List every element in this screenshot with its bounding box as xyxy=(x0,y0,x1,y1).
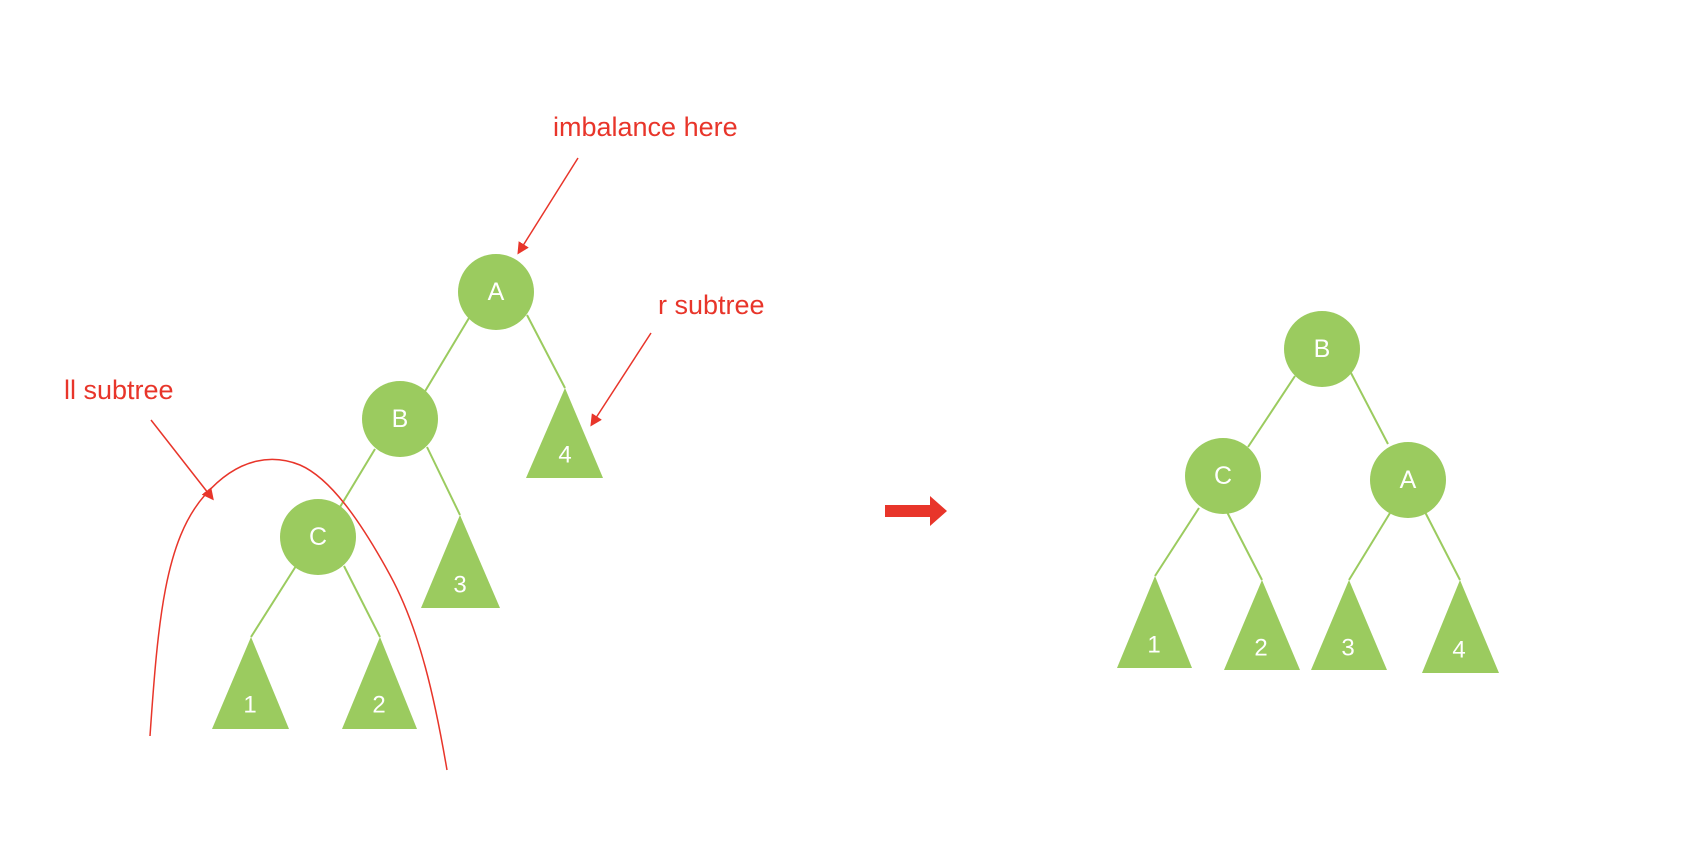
subtree-2-after-label: 2 xyxy=(1254,635,1267,662)
r-subtree-annotation: r subtree xyxy=(658,290,765,320)
r-subtree-pointer-arrow xyxy=(590,332,652,427)
edge-c-t2 xyxy=(343,565,381,638)
node-c-label: C xyxy=(309,523,327,551)
node-a-label: A xyxy=(488,278,505,306)
subtree-1: 1 xyxy=(212,637,289,729)
node-c-after: C xyxy=(1185,438,1261,514)
node-b-after-label: B xyxy=(1314,335,1331,363)
subtree-3-after-label: 3 xyxy=(1341,635,1354,662)
edge-c-t1 xyxy=(250,565,297,638)
node-b: B xyxy=(362,381,438,457)
subtree-3: 3 xyxy=(421,515,500,608)
subtree-2: 2 xyxy=(342,637,417,729)
imbalance-annotation: imbalance here xyxy=(553,112,738,142)
edge-b-t3 xyxy=(426,446,461,516)
subtree-4-after: 4 xyxy=(1422,580,1499,673)
node-a: A xyxy=(458,254,534,330)
after-tree: 1 2 3 4 B C A xyxy=(1117,311,1499,673)
subtree-1-label: 1 xyxy=(243,692,256,719)
edge-a-b xyxy=(423,317,470,394)
node-a-after: A xyxy=(1370,442,1446,518)
edge-a-t4-after xyxy=(1424,511,1461,581)
ll-subtree-enclosing-curve xyxy=(149,458,448,771)
right-arrow-icon xyxy=(885,496,947,526)
node-c-after-label: C xyxy=(1214,462,1232,490)
subtree-3-after: 3 xyxy=(1311,580,1387,670)
edge-a-t3-after xyxy=(1348,512,1391,581)
node-b-label: B xyxy=(392,405,409,433)
ll-subtree-annotation: ll subtree xyxy=(64,375,174,405)
edge-b-a-after xyxy=(1350,372,1389,445)
annotations xyxy=(149,157,652,771)
node-a-after-label: A xyxy=(1400,466,1417,494)
imbalance-pointer-arrow xyxy=(517,157,579,255)
subtree-4-after-label: 4 xyxy=(1452,637,1465,664)
subtree-2-after: 2 xyxy=(1224,580,1300,670)
edge-c-t1-after xyxy=(1154,507,1200,577)
node-c: C xyxy=(280,499,356,575)
subtree-4: 4 xyxy=(526,388,603,478)
subtree-1-after-label: 1 xyxy=(1147,632,1160,659)
edge-c-t2-after xyxy=(1226,511,1263,581)
edge-b-c-after xyxy=(1247,375,1296,448)
node-b-after: B xyxy=(1284,311,1360,387)
subtree-1-after: 1 xyxy=(1117,576,1192,668)
ll-subtree-pointer-arrow xyxy=(150,419,214,501)
subtree-3-label: 3 xyxy=(453,572,466,599)
subtree-4-label: 4 xyxy=(558,442,571,469)
subtree-2-label: 2 xyxy=(372,692,385,719)
before-tree: 4 3 1 2 A B C xyxy=(212,254,603,729)
edge-a-t4 xyxy=(526,314,566,389)
